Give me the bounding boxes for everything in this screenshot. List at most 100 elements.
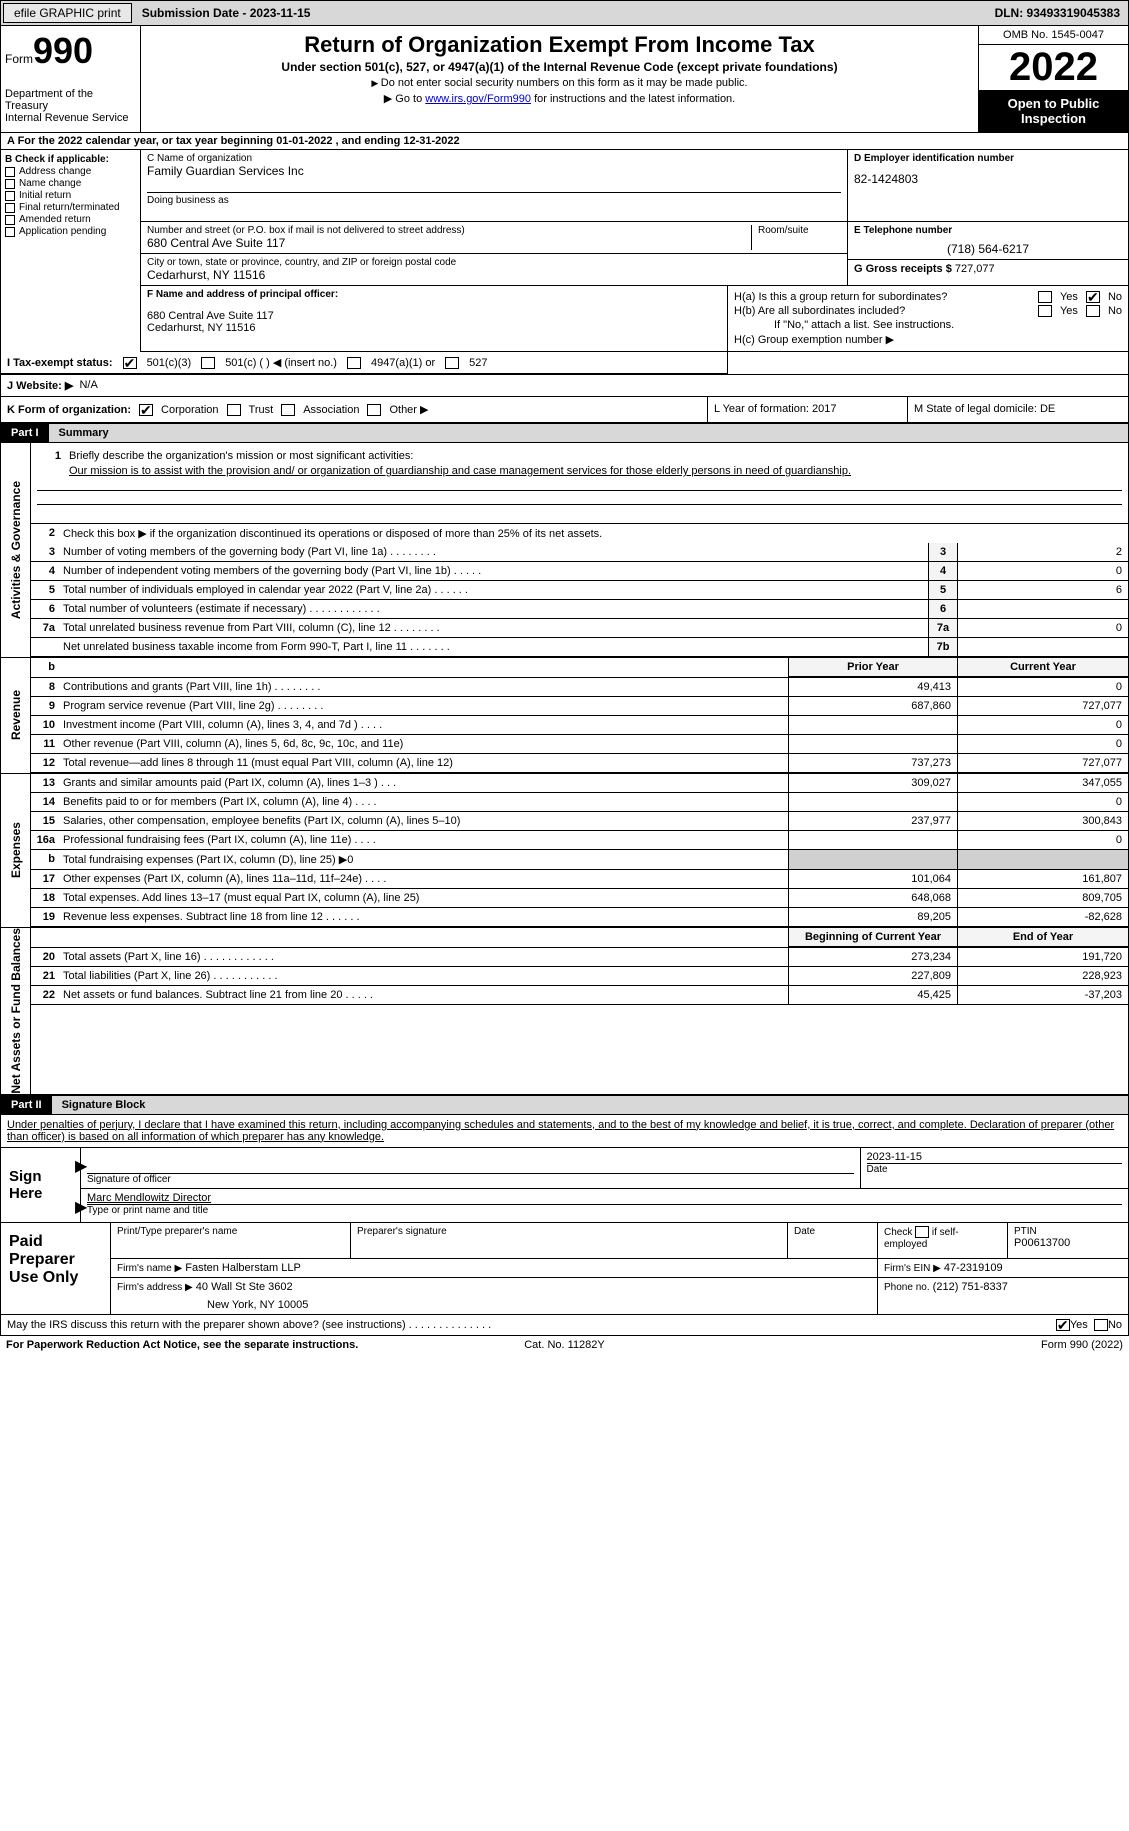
- curr-val: 727,077: [958, 697, 1128, 715]
- line-val: [958, 600, 1128, 618]
- dba-label: Doing business as: [147, 192, 841, 206]
- line-text: Number of independent voting members of …: [59, 562, 928, 580]
- prior-val: [788, 793, 958, 811]
- hdr-curr: Current Year: [958, 658, 1128, 677]
- prior-val: 101,064: [788, 870, 958, 888]
- room-label: Room/suite: [751, 225, 841, 250]
- k-other[interactable]: [367, 404, 381, 416]
- chk-name-change[interactable]: [5, 179, 15, 189]
- website-row: J Website: ▶ N/A: [0, 375, 1129, 397]
- k-assoc[interactable]: [281, 404, 295, 416]
- curr-val: 0: [958, 735, 1128, 753]
- hb-no[interactable]: [1086, 305, 1100, 317]
- prior-val: [788, 716, 958, 734]
- k-trust[interactable]: [227, 404, 241, 416]
- firm-ein: 47-2319109: [944, 1262, 1003, 1274]
- status-label: I Tax-exempt status:: [7, 357, 113, 369]
- curr-val: 161,807: [958, 870, 1128, 888]
- ha-no[interactable]: [1086, 291, 1100, 303]
- o4: 527: [469, 357, 487, 369]
- prior-val: 273,234: [788, 948, 958, 966]
- line-text: Contributions and grants (Part VIII, lin…: [59, 678, 788, 696]
- phone-cell: E Telephone number (718) 564-6217: [848, 222, 1128, 260]
- curr-val: 0: [958, 678, 1128, 696]
- top-bar: efile GRAPHIC print Submission Date - 20…: [0, 0, 1129, 26]
- self-emp-check[interactable]: [915, 1226, 929, 1238]
- hb-yes[interactable]: [1038, 305, 1052, 317]
- yes-txt2: Yes: [1060, 305, 1078, 317]
- irs-link[interactable]: www.irs.gov/Form990: [425, 93, 531, 105]
- footer-left: For Paperwork Reduction Act Notice, see …: [6, 1339, 378, 1351]
- discuss-yes[interactable]: [1056, 1319, 1070, 1331]
- officer-cell: F Name and address of principal officer:…: [141, 286, 728, 351]
- line-val: [958, 638, 1128, 656]
- submission-date: Submission Date - 2023-11-15: [134, 4, 319, 22]
- gross-cell: G Gross receipts $ 727,077: [848, 260, 1128, 278]
- street-label: Number and street (or P.O. box if mail i…: [147, 225, 751, 236]
- row-a-period: A For the 2022 calendar year, or tax yea…: [0, 133, 1129, 150]
- prior-val: 49,413: [788, 678, 958, 696]
- firm-phone-lbl: Phone no.: [884, 1282, 930, 1293]
- k-corp[interactable]: [139, 404, 153, 416]
- o3: 4947(a)(1) or: [371, 357, 435, 369]
- line-text: Investment income (Part VIII, column (A)…: [59, 716, 788, 734]
- website-value: N/A: [79, 379, 97, 392]
- chk-amended-return[interactable]: [5, 215, 15, 225]
- dln: DLN: 93493319045383: [987, 4, 1128, 22]
- status-527[interactable]: [445, 357, 459, 369]
- chk-address-change[interactable]: [5, 167, 15, 177]
- k-row: K Form of organization: Corporation Trus…: [0, 397, 1129, 423]
- discuss-no[interactable]: [1094, 1319, 1108, 1331]
- vtab-rev: Revenue: [9, 690, 23, 740]
- k-o2: Association: [303, 404, 359, 416]
- sig-lbl: Signature of officer: [87, 1173, 854, 1185]
- officer-signature[interactable]: ▶Signature of officer: [81, 1148, 861, 1188]
- part1-num: Part I: [1, 424, 49, 442]
- curr-val: -82,628: [958, 908, 1128, 926]
- officer-name-val: Marc Mendlowitz Director: [87, 1192, 1122, 1204]
- year-formation: L Year of formation: 2017: [708, 397, 908, 422]
- part1-title: Summary: [49, 424, 1128, 442]
- chk-application-pending[interactable]: [5, 227, 15, 237]
- status-4947[interactable]: [347, 357, 361, 369]
- note2-pre: Go to: [395, 93, 425, 105]
- line-text: Total unrelated business revenue from Pa…: [59, 619, 928, 637]
- line-box: 5: [928, 581, 958, 599]
- prior-val: [788, 831, 958, 849]
- prior-val: 89,205: [788, 908, 958, 926]
- ein-cell: D Employer identification number 82-1424…: [848, 150, 1128, 221]
- status-501c3[interactable]: [123, 357, 137, 369]
- department: Department of the Treasury Internal Reve…: [5, 88, 136, 124]
- vtab-net: Net Assets or Fund Balances: [9, 928, 23, 1094]
- org-name-cell: C Name of organization Family Guardian S…: [141, 150, 848, 221]
- penalty-inner: Under penalties of perjury, I declare th…: [7, 1119, 1114, 1143]
- status-501c[interactable]: [201, 357, 215, 369]
- efile-print-button[interactable]: efile GRAPHIC print: [3, 3, 132, 23]
- hdr-boy: Beginning of Current Year: [788, 928, 958, 947]
- ptin-val: P00613700: [1014, 1237, 1122, 1249]
- chk-initial-return[interactable]: [5, 191, 15, 201]
- chk-label: Application pending: [19, 226, 106, 237]
- prior-val: 737,273: [788, 754, 958, 772]
- subtitle: Under section 501(c), 527, or 4947(a)(1)…: [151, 60, 968, 74]
- paid-preparer-block: Paid Preparer Use Only Print/Type prepar…: [0, 1223, 1129, 1315]
- chk-final-return/terminated[interactable]: [5, 203, 15, 213]
- mission-text: Our mission is to assist with the provis…: [37, 465, 1122, 477]
- note2-post: for instructions and the latest informat…: [531, 93, 735, 105]
- firm-addr1: 40 Wall St Ste 3602: [196, 1281, 293, 1293]
- firm-addr-lbl: Firm's address ▶: [117, 1282, 193, 1293]
- officer-label: F Name and address of principal officer:: [147, 289, 721, 300]
- hc-label: H(c) Group exemption number ▶: [734, 333, 1122, 346]
- footer-right: Form 990 (2022): [751, 1339, 1123, 1351]
- tax-status-row: I Tax-exempt status: 501(c)(3) 501(c) ( …: [1, 352, 727, 374]
- note-ssn: Do not enter social security numbers on …: [151, 77, 968, 89]
- city-label: City or town, state or province, country…: [147, 257, 841, 268]
- curr-val: 228,923: [958, 967, 1128, 985]
- form-header: Form990 Department of the Treasury Inter…: [0, 26, 1129, 133]
- phone-label: E Telephone number: [854, 225, 1122, 236]
- line-text: Other revenue (Part VIII, column (A), li…: [59, 735, 788, 753]
- disc-yes-txt: Yes: [1070, 1319, 1088, 1331]
- org-name-label: C Name of organization: [147, 153, 841, 164]
- ha-yes[interactable]: [1038, 291, 1052, 303]
- line-text: Salaries, other compensation, employee b…: [59, 812, 788, 830]
